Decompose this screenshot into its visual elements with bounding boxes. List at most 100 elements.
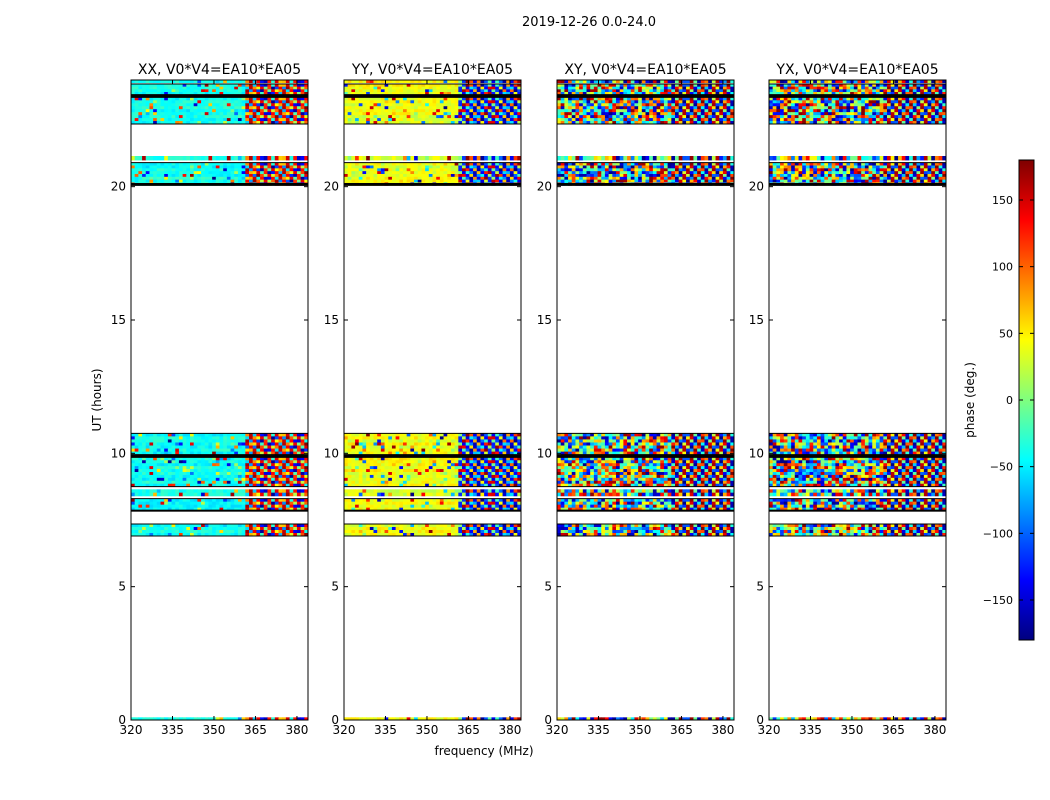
heatmap-cell xyxy=(186,483,191,488)
heatmap-cell xyxy=(351,97,356,101)
heatmap-cell xyxy=(428,504,433,509)
heatmap-cell xyxy=(230,498,235,503)
heatmap-cell xyxy=(282,530,287,534)
heatmap-cell xyxy=(282,474,287,479)
heatmap-cell xyxy=(406,80,411,84)
heatmap-cell xyxy=(193,109,198,113)
heatmap-cell xyxy=(403,80,408,84)
heatmap-cell xyxy=(304,436,308,440)
heatmap-cell xyxy=(421,466,426,470)
heatmap-cell xyxy=(432,106,437,110)
heatmap-cell xyxy=(391,86,397,90)
heatmap-cell xyxy=(491,89,496,93)
heatmap-cell xyxy=(204,86,209,90)
heatmap-cell xyxy=(351,109,356,113)
heatmap-cell xyxy=(498,439,503,443)
heatmap-cell xyxy=(484,106,489,110)
heatmap-cell xyxy=(454,179,459,183)
heatmap-cell xyxy=(421,469,426,473)
heatmap-cell xyxy=(241,472,246,476)
heatmap-cell xyxy=(369,165,374,169)
heatmap-cell xyxy=(252,451,257,456)
heatmap-cell xyxy=(454,109,459,113)
heatmap-cell xyxy=(362,530,367,534)
heatmap-cell xyxy=(164,445,169,449)
heatmap-cell xyxy=(436,507,441,512)
heatmap-cell xyxy=(447,84,452,88)
heatmap-cell xyxy=(388,103,393,107)
heatmap-cell xyxy=(164,176,169,181)
heatmap-cell xyxy=(241,92,246,96)
heatmap-cell xyxy=(506,463,511,467)
heatmap-cell xyxy=(347,165,352,169)
heatmap-cell xyxy=(509,121,515,125)
heatmap-cell xyxy=(432,451,437,456)
heatmap-cell xyxy=(351,92,356,96)
heatmap-cells xyxy=(131,80,308,720)
heatmap-cell xyxy=(230,442,235,446)
heatmap-cell xyxy=(226,162,231,166)
heatmap-cell xyxy=(473,460,478,464)
heatmap-cell xyxy=(428,433,433,437)
heatmap-cell xyxy=(480,463,485,467)
heatmap-cell xyxy=(462,469,467,473)
heatmap-cell xyxy=(369,179,374,183)
heatmap-cell xyxy=(149,162,154,166)
heatmap-cell xyxy=(384,501,389,506)
heatmap-cell xyxy=(344,524,349,528)
heatmap-cell xyxy=(458,483,463,488)
heatmap-cell xyxy=(274,179,279,183)
heatmap-cell xyxy=(171,533,176,537)
heatmap-cell xyxy=(186,162,191,166)
heatmap-cell xyxy=(289,524,294,528)
heatmap-cell xyxy=(432,86,437,90)
heatmap-cell xyxy=(245,477,250,482)
heatmap-cell xyxy=(410,80,415,84)
heatmap-cell xyxy=(506,524,511,528)
heatmap-cell xyxy=(473,448,478,453)
heatmap-cell xyxy=(263,179,268,183)
heatmap-cell xyxy=(149,106,154,110)
heatmap-cell xyxy=(454,174,459,178)
heatmap-cell xyxy=(377,442,382,446)
heatmap-cell xyxy=(495,472,500,476)
heatmap-cell xyxy=(443,156,448,161)
heatmap-cell xyxy=(436,442,441,446)
heatmap-cell xyxy=(399,480,404,485)
heatmap-cell xyxy=(197,530,202,534)
heatmap-cell xyxy=(428,89,433,93)
data-gap xyxy=(131,496,308,499)
heatmap-cell xyxy=(134,179,139,183)
heatmap-cell xyxy=(362,451,367,456)
heatmap-cell xyxy=(450,156,456,161)
heatmap-cell xyxy=(406,439,411,443)
heatmap-cell xyxy=(208,469,213,473)
heatmap-cell xyxy=(406,469,411,473)
heatmap-cell xyxy=(164,171,169,175)
heatmap-cell xyxy=(164,533,169,537)
heatmap-cell xyxy=(186,97,191,101)
heatmap-cell xyxy=(355,527,360,531)
heatmap-cell xyxy=(212,171,217,175)
heatmap-cell xyxy=(414,457,419,461)
heatmap-cell xyxy=(484,524,489,528)
heatmap-cell xyxy=(487,504,492,509)
heatmap-cell xyxy=(145,451,150,456)
heatmap-cell xyxy=(296,80,302,84)
heatmap-cell xyxy=(223,442,228,446)
heatmap-cell xyxy=(373,530,378,534)
heatmap-cell xyxy=(241,469,246,473)
heatmap-cell xyxy=(399,115,404,119)
heatmap-cell xyxy=(296,492,302,497)
heatmap-cell xyxy=(249,103,254,107)
heatmap-cell xyxy=(473,530,478,534)
heatmap-cell xyxy=(406,176,411,181)
heatmap-cell xyxy=(480,115,485,119)
heatmap-cell xyxy=(285,489,290,494)
heatmap-cell xyxy=(436,448,441,453)
heatmap-cell xyxy=(230,103,235,107)
heatmap-cell xyxy=(399,439,404,443)
heatmap-cell xyxy=(373,179,378,183)
heatmap-cell xyxy=(134,86,139,90)
heatmap-cell xyxy=(391,466,397,470)
